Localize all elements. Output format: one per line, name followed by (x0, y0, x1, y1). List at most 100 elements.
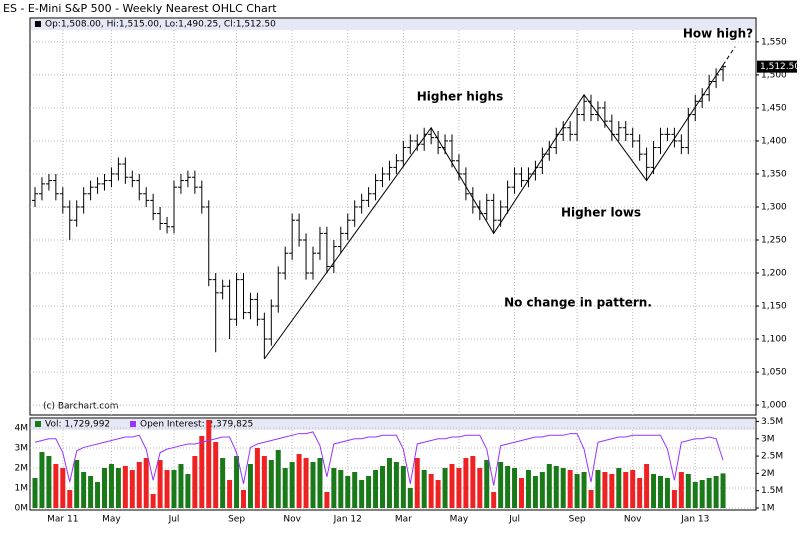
volume-bar (560, 468, 566, 508)
volume-bar (380, 466, 385, 508)
x-tick-label: Jul (168, 515, 180, 525)
volume-bar (699, 480, 705, 508)
volume-bar (539, 472, 545, 508)
volume-bar (185, 474, 191, 508)
volume-bar (720, 473, 726, 508)
volume-bar (136, 462, 142, 508)
volume-bar (310, 462, 316, 508)
volume-bar (644, 464, 650, 508)
volume-bar (470, 456, 476, 508)
annotation: How high? (683, 27, 753, 41)
volume-bar (609, 474, 615, 508)
y-tick-label: 4M (15, 424, 29, 434)
y2-tick-label: 2.5M (761, 452, 783, 462)
volume-bar (289, 462, 295, 508)
y-tick-label: 1,500 (761, 70, 787, 80)
volume-bar (331, 468, 337, 508)
volume-bar (359, 480, 365, 508)
volume-bar (574, 474, 580, 508)
y-tick-label: 1,400 (761, 136, 787, 146)
y-tick-label: 1,550 (761, 37, 787, 47)
volume-bar (227, 480, 233, 508)
x-tick-label: Nov (624, 515, 642, 525)
volume-bar (484, 460, 490, 508)
volume-bar (352, 472, 358, 508)
x-tick-label: Sep (228, 515, 245, 525)
volume-bar (366, 476, 372, 508)
volume-bar (581, 472, 587, 508)
volume-bar (303, 458, 309, 508)
volume-bar (525, 470, 531, 508)
volume-bar (567, 470, 573, 508)
volume-bar (143, 458, 149, 508)
volume-bar (338, 470, 344, 508)
volume-bar (685, 474, 691, 508)
x-tick-label: Mar 11 (47, 515, 78, 525)
volume-bar (206, 420, 212, 508)
volume-bar (623, 472, 629, 508)
volume-bar (498, 462, 504, 508)
y2-tick-label: 1.5M (761, 486, 783, 496)
volume-bar (393, 462, 399, 508)
y-tick-label: 1,200 (761, 269, 787, 279)
volume-bar (414, 458, 420, 508)
volume-bar (129, 470, 135, 508)
volume-bar (268, 460, 274, 508)
annotation: Higher lows (561, 206, 641, 220)
volume-bar (546, 464, 552, 508)
volume-bar (60, 468, 66, 508)
volume-bar (345, 476, 351, 508)
volume-bar (81, 472, 87, 508)
copyright: (c) Barchart.com (43, 402, 119, 412)
volume-bar (241, 490, 246, 508)
y-tick-label: 1,250 (761, 236, 787, 246)
y-tick-label: 1,300 (761, 202, 787, 212)
last-price-box (757, 60, 797, 73)
y-tick-label: 1,150 (761, 302, 787, 312)
volume-bar (421, 470, 427, 508)
volume-bar (602, 472, 608, 508)
y2-tick-label: 2M (761, 469, 775, 479)
legend-swatch (130, 421, 136, 427)
volume-bar (373, 470, 379, 508)
y-tick-label: 1,350 (761, 169, 787, 179)
volume-bar (664, 478, 670, 508)
volume-bar (386, 458, 392, 508)
volume-bar (115, 468, 121, 508)
volume-bar (108, 464, 114, 508)
volume-bar (157, 460, 163, 508)
legend-text: Open Interest: 2,379,825 (140, 420, 253, 430)
price-panel (29, 17, 757, 416)
volume-bar (192, 456, 198, 508)
volume-bar (324, 492, 330, 508)
volume-bar (505, 466, 511, 508)
volume-bar (234, 456, 240, 508)
y-tick-label: 2M (15, 464, 29, 474)
volume-bar (102, 468, 107, 508)
y2-tick-label: 1M (761, 504, 775, 514)
volume-bar (296, 454, 302, 508)
volume-bar (491, 492, 497, 508)
volume-bar (150, 494, 156, 508)
y-tick-label: 1,050 (761, 368, 787, 378)
x-tick-label: Jan 12 (333, 515, 362, 525)
y-tick-label: 1,100 (761, 335, 787, 345)
volume-bar (512, 468, 518, 508)
volume-bar (658, 476, 663, 508)
volume-bar (428, 474, 434, 508)
volume-bar (254, 448, 260, 508)
volume-bar (435, 480, 441, 508)
volume-bar (122, 466, 128, 508)
volume-bar (519, 478, 524, 508)
volume-bar (317, 458, 323, 508)
volume-bar (88, 476, 94, 508)
y-tick-label: 1,450 (761, 103, 787, 113)
volume-bar (463, 458, 469, 508)
volume-bar (74, 460, 80, 508)
x-tick-label: Jan 13 (680, 515, 709, 525)
volume-bar (616, 468, 622, 508)
volume-bar (442, 468, 448, 508)
open-interest-line (34, 431, 724, 486)
